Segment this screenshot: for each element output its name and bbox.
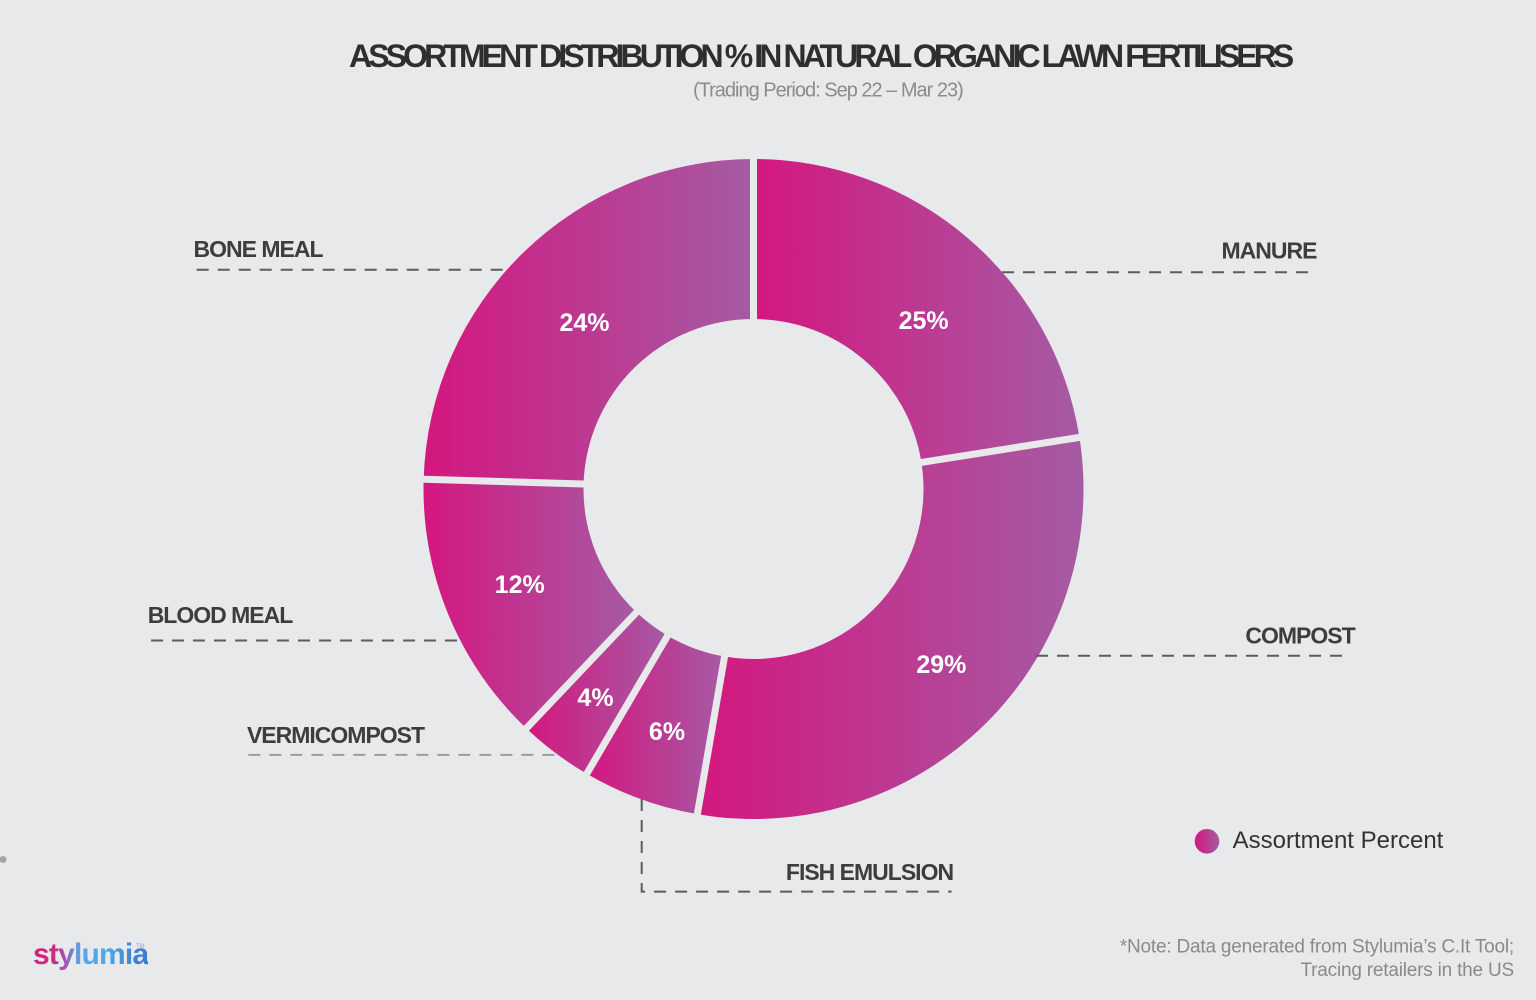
svg-text:BONE MEAL: BONE MEAL bbox=[194, 236, 324, 262]
svg-text:(Trading Period: Sep 22 – Mar: (Trading Period: Sep 22 – Mar 23) bbox=[693, 80, 963, 102]
svg-text:12%: 12% bbox=[495, 571, 545, 599]
svg-text:29%: 29% bbox=[916, 651, 966, 679]
svg-text:25%: 25% bbox=[899, 307, 949, 335]
svg-text:MANURE: MANURE bbox=[1222, 238, 1318, 264]
svg-text:24%: 24% bbox=[559, 309, 609, 337]
svg-text:ASSORTMENT DISTRIBUTION % IN N: ASSORTMENT DISTRIBUTION % IN NATURAL ORG… bbox=[349, 38, 1294, 74]
svg-text:COMPOST: COMPOST bbox=[1245, 622, 1355, 648]
svg-text:VERMICOMPOST: VERMICOMPOST bbox=[247, 722, 425, 748]
svg-text:BLOOD MEAL: BLOOD MEAL bbox=[148, 602, 294, 628]
svg-text:Assortment Percent: Assortment Percent bbox=[1233, 827, 1444, 854]
svg-text:6%: 6% bbox=[649, 718, 685, 746]
svg-text:FISH EMULSION: FISH EMULSION bbox=[786, 859, 954, 885]
svg-text:4%: 4% bbox=[577, 684, 613, 712]
svg-text:Tracing retailers in the US: Tracing retailers in the US bbox=[1300, 960, 1514, 981]
svg-text:*Note: Data generated from Sty: *Note: Data generated from Stylumia’s C.… bbox=[1120, 937, 1514, 958]
